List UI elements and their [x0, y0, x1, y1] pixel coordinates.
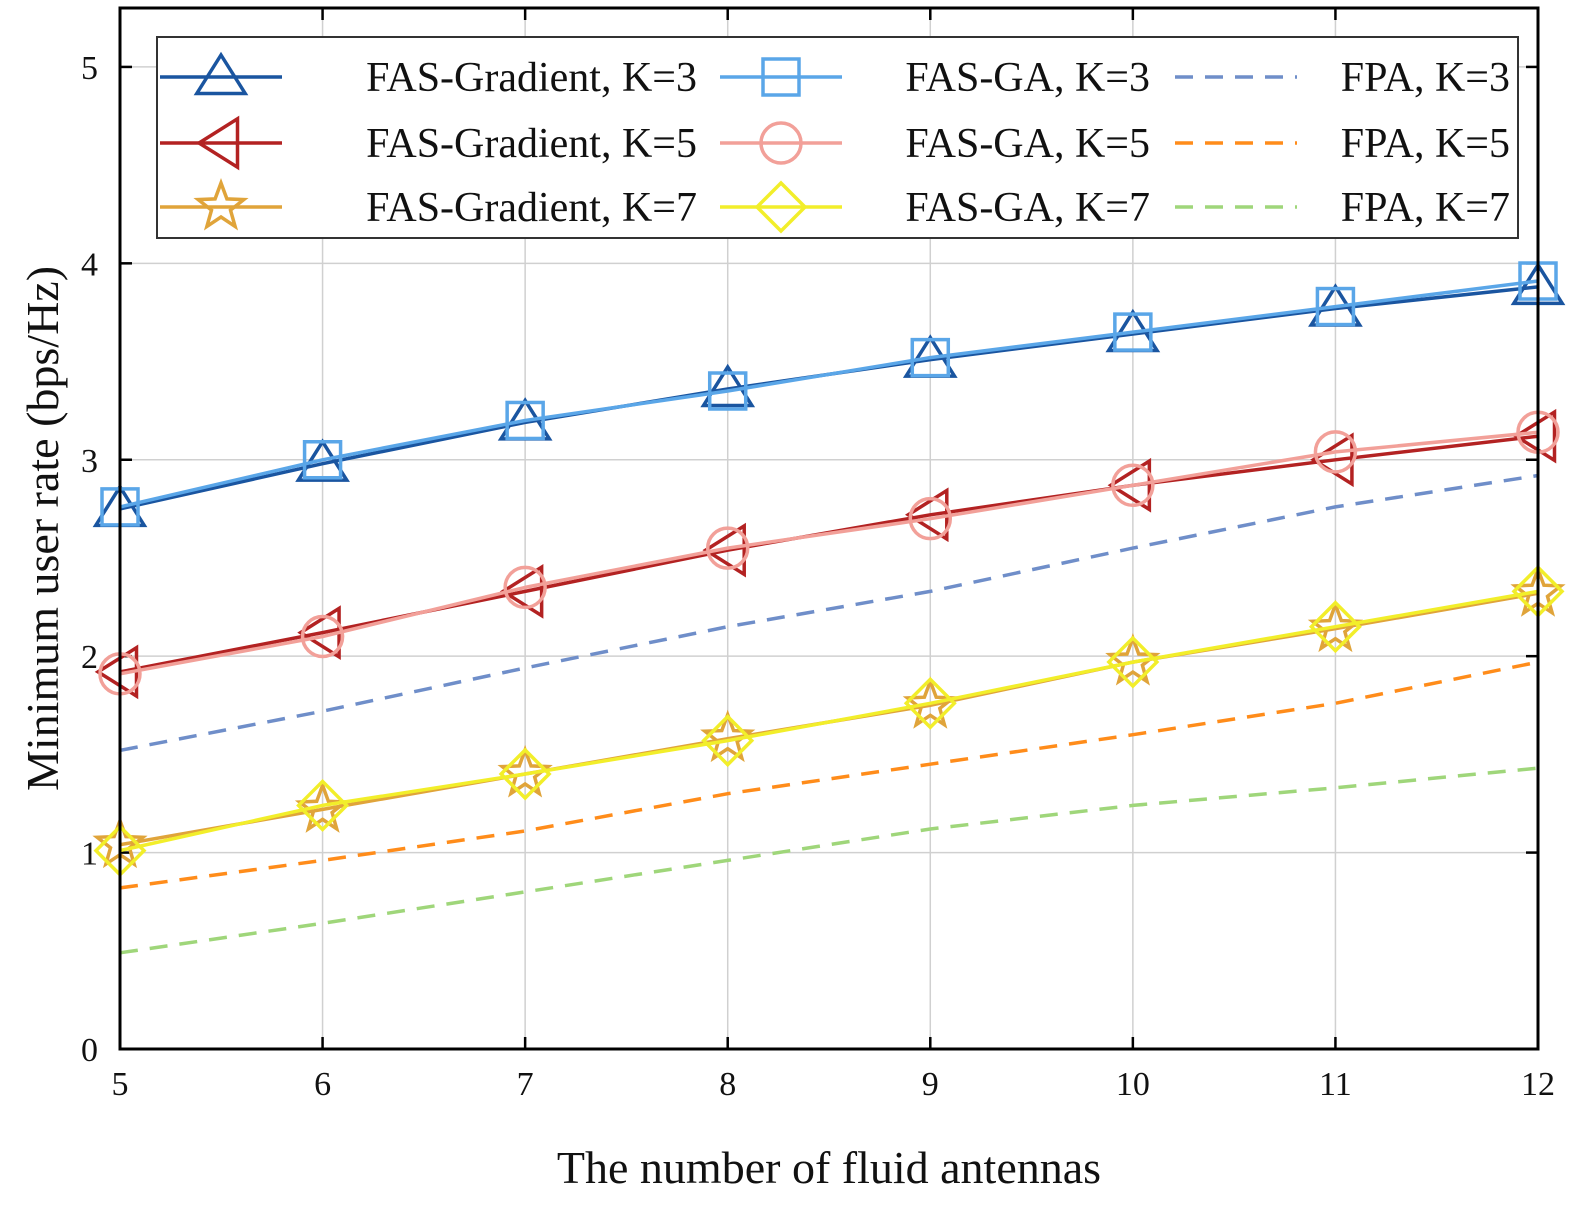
series-group	[119, 473, 1539, 753]
x-tick-label: 11	[1319, 1066, 1352, 1103]
plot-frame	[118, 6, 1540, 1051]
series-group	[100, 261, 1558, 527]
x-tick-label: 10	[1116, 1066, 1150, 1103]
series-line	[119, 589, 1539, 853]
data-point	[302, 440, 343, 480]
data-point	[498, 747, 552, 801]
x-tick-label: 9	[922, 1066, 939, 1103]
legend-item: FAS-GA, K=7	[720, 180, 1150, 234]
series-line	[119, 473, 1539, 753]
legend-label: FPA, K=5	[1341, 121, 1510, 167]
data-point	[903, 676, 957, 730]
legend-item: FPA, K=7	[1175, 185, 1510, 231]
series-line	[119, 279, 1539, 509]
data-point	[1512, 408, 1557, 464]
data-point	[701, 714, 755, 768]
legend-marker	[759, 121, 803, 165]
series-line	[119, 660, 1539, 890]
data-point	[1313, 430, 1358, 474]
data-point	[700, 363, 756, 408]
x-tick-label: 7	[517, 1066, 534, 1103]
data-point	[300, 614, 345, 659]
legend-marker	[193, 51, 249, 96]
data-point	[1111, 463, 1155, 508]
data-point	[505, 400, 545, 441]
y-tick-label: 1	[81, 836, 98, 873]
legend-item: FAS-Gradient, K=7	[160, 177, 697, 231]
legend-label: FAS-GA, K=7	[905, 185, 1150, 231]
series-group	[93, 564, 1565, 878]
legend-label: FPA, K=7	[1341, 185, 1510, 231]
legend-item: FPA, K=5	[1175, 121, 1510, 167]
legend-label: FPA, K=3	[1341, 55, 1510, 101]
data-point	[908, 496, 953, 541]
data-point	[1107, 457, 1152, 513]
legend-marker	[195, 115, 240, 171]
series-line	[119, 285, 1539, 511]
y-axis-title: Minimum user rate (bps/Hz)	[17, 266, 68, 791]
legend-box	[156, 36, 1519, 239]
legend-item: FAS-GA, K=5	[720, 121, 1150, 167]
series-group	[119, 660, 1539, 890]
data-point	[1106, 635, 1160, 689]
x-tick-label: 6	[314, 1066, 331, 1103]
x-tick-label: 8	[719, 1066, 736, 1103]
data-point	[702, 522, 746, 578]
legend: FAS-Gradient, K=3 FAS-Gradient, K=5 FAS-Gr…	[156, 36, 1519, 239]
legend-item: FAS-GA, K=3	[720, 55, 1150, 101]
data-point	[705, 526, 750, 570]
legend-item: FAS-Gradient, K=5	[160, 115, 697, 171]
data-point	[700, 709, 756, 763]
series-line	[119, 430, 1539, 676]
legend-marker	[761, 57, 801, 97]
legend-marker	[193, 177, 249, 231]
y-tick-label: 2	[81, 639, 98, 676]
data-point	[1113, 312, 1153, 352]
legend-label: FAS-GA, K=5	[905, 121, 1150, 167]
series-lines	[92, 261, 1566, 955]
legend-label: FAS-Gradient, K=5	[366, 121, 697, 167]
data-point	[499, 563, 544, 619]
x-tick-label: 5	[112, 1066, 129, 1103]
legend-item: FAS-Gradient, K=3	[160, 51, 697, 101]
data-point	[503, 565, 547, 610]
legend-label: FAS-GA, K=3	[905, 55, 1150, 101]
y-tick-label: 0	[81, 1032, 98, 1069]
data-point	[296, 778, 350, 832]
data-point	[1315, 286, 1356, 327]
x-axis-title: The number of fluid antennas	[557, 1142, 1101, 1193]
data-point	[910, 337, 951, 378]
y-tick-label: 3	[81, 443, 98, 480]
x-tick-label: 12	[1521, 1066, 1555, 1103]
legend-item: FPA, K=3	[1175, 55, 1510, 101]
legend-label: FAS-Gradient, K=3	[366, 55, 697, 101]
y-tick-label: 4	[81, 246, 98, 283]
data-point	[1308, 600, 1362, 654]
y-tick-label: 5	[81, 50, 98, 87]
series-group	[98, 410, 1560, 696]
legend-label: FAS-Gradient, K=7	[366, 185, 697, 231]
legend-marker	[754, 180, 808, 234]
series-group	[92, 564, 1566, 869]
data-point	[707, 371, 748, 411]
